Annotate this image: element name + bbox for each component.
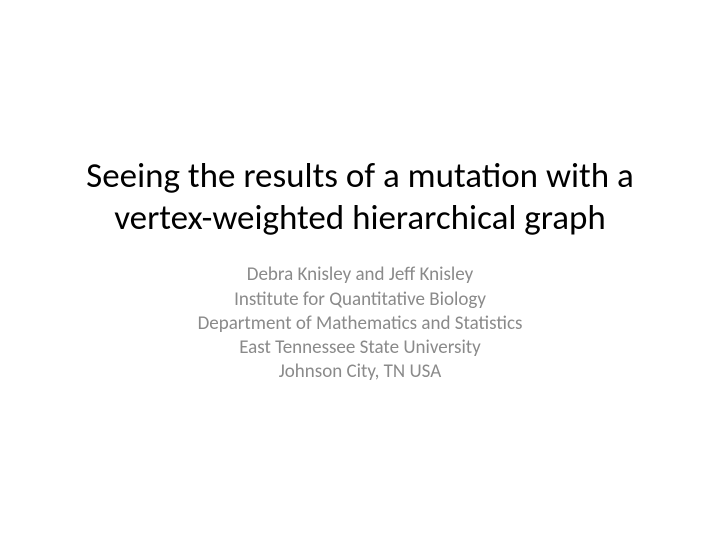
location-line: Johnson City, TN USA xyxy=(198,360,523,384)
university-line: East Tennessee State University xyxy=(198,336,523,360)
slide-credits: Debra Knisley and Jeff Knisley Institute… xyxy=(198,263,523,385)
institute-line: Institute for Quantitative Biology xyxy=(198,288,523,312)
authors-line: Debra Knisley and Jeff Knisley xyxy=(198,263,523,287)
department-line: Department of Mathematics and Statistics xyxy=(198,312,523,336)
slide-title: Seeing the results of a mutation with a … xyxy=(50,155,670,239)
